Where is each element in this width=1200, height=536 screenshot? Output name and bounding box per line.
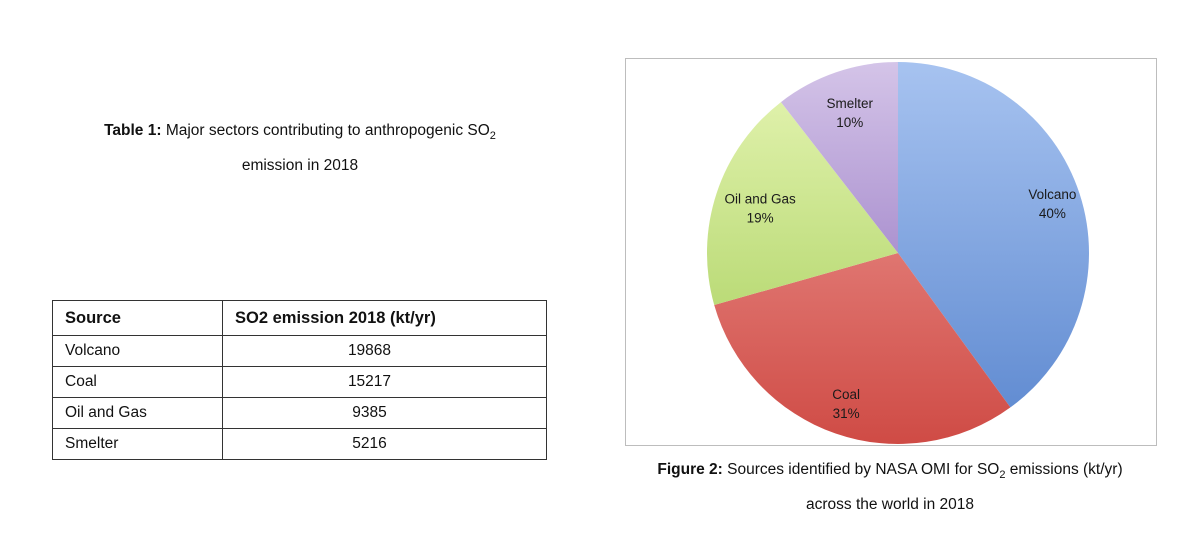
pie-labels: Volcano 40% Coal 31% Oil and Gas 19% Smelter 10… [724,96,1076,421]
table-cell-source: Coal [52,366,223,398]
table-header-source: Source [52,300,223,336]
table-cell-source: Oil and Gas [52,397,223,429]
pie-slice-smelter [780,62,898,253]
pie-label-oil-and-gas: Oil and Gas 19% [724,192,796,226]
table-cell-value: 19868 [222,335,547,367]
table-cell-value: 9385 [222,397,547,429]
table-row: Coal 15217 [52,366,547,398]
table-row: Smelter 5216 [52,428,547,460]
figure-caption-line1a: Sources identified by NASA OMI for SO [722,461,1000,478]
table-caption-line2: emission in 2018 [241,157,359,175]
table-cell-source: Volcano [52,335,223,367]
table-caption: Table 1: Major sectors contributing to a… [60,116,540,180]
table-caption-subscript: 2 [489,130,496,143]
figure-caption-prefix: Figure 2: [657,461,723,478]
figure-caption: Figure 2: Sources identified by NASA OMI… [620,455,1160,519]
pie-chart: Volcano 40% Coal 31% Oil and Gas 19% Smelter 10… [707,62,1089,444]
pie-label-coal: Coal 31% [832,387,860,421]
pie-slice-coal [714,253,1011,444]
emissions-table: Source SO2 emission 2018 (kt/yr) Volcano… [52,300,547,460]
figure-caption-subscript: 2 [999,469,1006,482]
table-header-row: Source SO2 emission 2018 (kt/yr) [52,300,547,336]
table-row: Oil and Gas 9385 [52,397,547,429]
figure-caption-line1b: emissions (kt/yr) [1005,461,1123,478]
table-header-emission: SO2 emission 2018 (kt/yr) [222,300,547,336]
pie-chart-frame: Volcano 40% Coal 31% Oil and Gas 19% Smelter 10… [625,58,1157,446]
figure-caption-line2: across the world in 2018 [805,496,974,514]
table-cell-value: 5216 [222,428,547,460]
pie-slice-oil-and-gas [707,102,898,305]
pie-slice-volcano [898,62,1089,408]
table-caption-prefix: Table 1: [104,122,162,139]
pie-label-volcano: Volcano 40% [1028,187,1076,221]
table-row: Volcano 19868 [52,335,547,367]
table-caption-line1: Major sectors contributing to anthropoge… [161,122,490,139]
pie-label-smelter: Smelter 10% [826,96,873,130]
table-cell-source: Smelter [52,428,223,460]
pie-slices [707,62,1089,444]
table-cell-value: 15217 [222,366,547,398]
